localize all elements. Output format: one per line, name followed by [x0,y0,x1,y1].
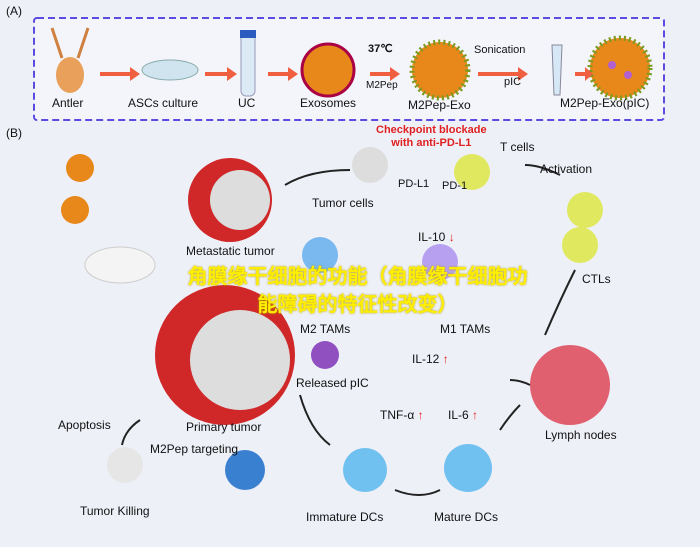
immature-dcs-label: Immature DCs [306,510,384,524]
deer-icon [50,27,90,93]
sonication-label: Sonication [474,44,526,56]
tumor-cells-label: Tumor cells [312,196,374,210]
metastatic-tumor-label: Metastatic tumor [186,244,275,258]
step-antler: Antler [52,96,84,110]
up-arrow-icon: ↑ [472,408,479,422]
m2-tams-label: M2 TAMs [300,322,351,336]
step-ascs-culture: ASCs culture [128,96,199,110]
tube-icon [240,30,256,97]
exosome-icon [300,42,356,98]
step-uc: UC [238,96,256,110]
il10-label: IL-10 ↓ [418,230,455,244]
checkpoint-label: Checkpoint blockade with anti-PD-L1 [376,124,487,149]
m2pep-exo-icon [409,39,471,101]
m1-tams-label: M1 TAMs [440,322,491,336]
process-arrows [100,67,593,81]
pic-reagent-label: pIC [504,76,522,88]
activation-label: Activation [540,162,593,176]
t-cells-label: T cells [500,140,535,154]
il6-label: IL-6 ↑ [448,408,479,422]
panel-a-label: (A) [6,4,22,18]
step-exosomes: Exosomes [300,96,357,110]
up-arrow-icon: ↑ [417,408,424,422]
m2pep-exo-pic-icon [587,35,653,101]
tumor-killing-label: Tumor Killing [80,504,150,518]
cells [107,147,610,492]
watermark-overlay-text: 角膜缘干细胞的功能（角膜缘干细胞功能障碍的特征性改变） [187,264,528,316]
m2pep-reagent-label: M2Pep [366,80,398,91]
temperature-label: 37℃ [368,43,393,55]
primary-tumor-label: Primary tumor [186,420,262,434]
pd-1-label: PD-1 [442,180,468,192]
pd-l1-label: PD-L1 [398,178,430,190]
down-arrow-icon: ↓ [448,230,455,244]
lymph-nodes-label: Lymph nodes [545,428,617,442]
m2pep-targeting-label: M2Pep targeting [150,442,239,456]
step-m2pep-exo: M2Pep-Exo [408,98,471,112]
panel-b-label: (B) [6,126,22,140]
step-m2pep-exo-pic: M2Pep-Exo(pIC) [560,96,650,110]
sonication-tube-icon [551,44,563,96]
up-arrow-icon: ↑ [442,352,449,366]
dish-icon [141,59,199,81]
released-pic-label: Released pIC [296,376,369,390]
apoptosis-label: Apoptosis [58,418,111,432]
tumor-illustrations [61,154,295,425]
flow-arrows [121,164,576,496]
mouse-icon [84,246,156,284]
mature-dcs-label: Mature DCs [434,510,499,524]
il12-label: IL-12 ↑ [412,352,449,366]
ctls-label: CTLs [582,272,611,286]
tnf-label: TNF-α ↑ [380,408,424,422]
